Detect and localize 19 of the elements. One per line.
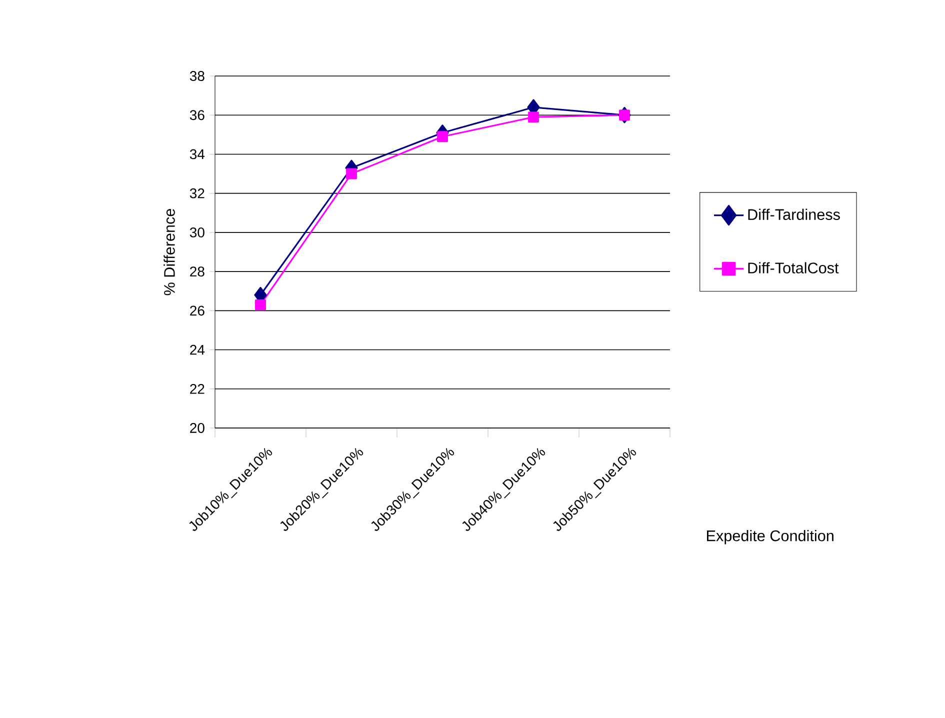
y-tick-label: 36 [190, 110, 204, 120]
x-axis-title: Expedite Condition [707, 530, 834, 544]
y-tick-label: 32 [190, 188, 204, 198]
y-tick-label: 22 [190, 384, 204, 394]
y-tick-label: 34 [190, 149, 205, 160]
point [255, 299, 266, 310]
legend-label: Diff-TotalCost [748, 262, 839, 274]
y-tick-label: 24 [190, 344, 205, 355]
point [528, 112, 539, 123]
y-axis-title: % Difference [164, 208, 175, 296]
point [437, 131, 448, 142]
point [346, 168, 357, 180]
y-tick-label: 30 [190, 227, 204, 238]
y-tick-label: 20 [190, 423, 204, 433]
y-tick-label: 26 [190, 306, 204, 316]
point [619, 110, 630, 121]
y-tick-label: 38 [190, 71, 204, 81]
legend-label: Diff-Tardiness [748, 208, 840, 220]
y-tick-label: 28 [190, 266, 204, 277]
